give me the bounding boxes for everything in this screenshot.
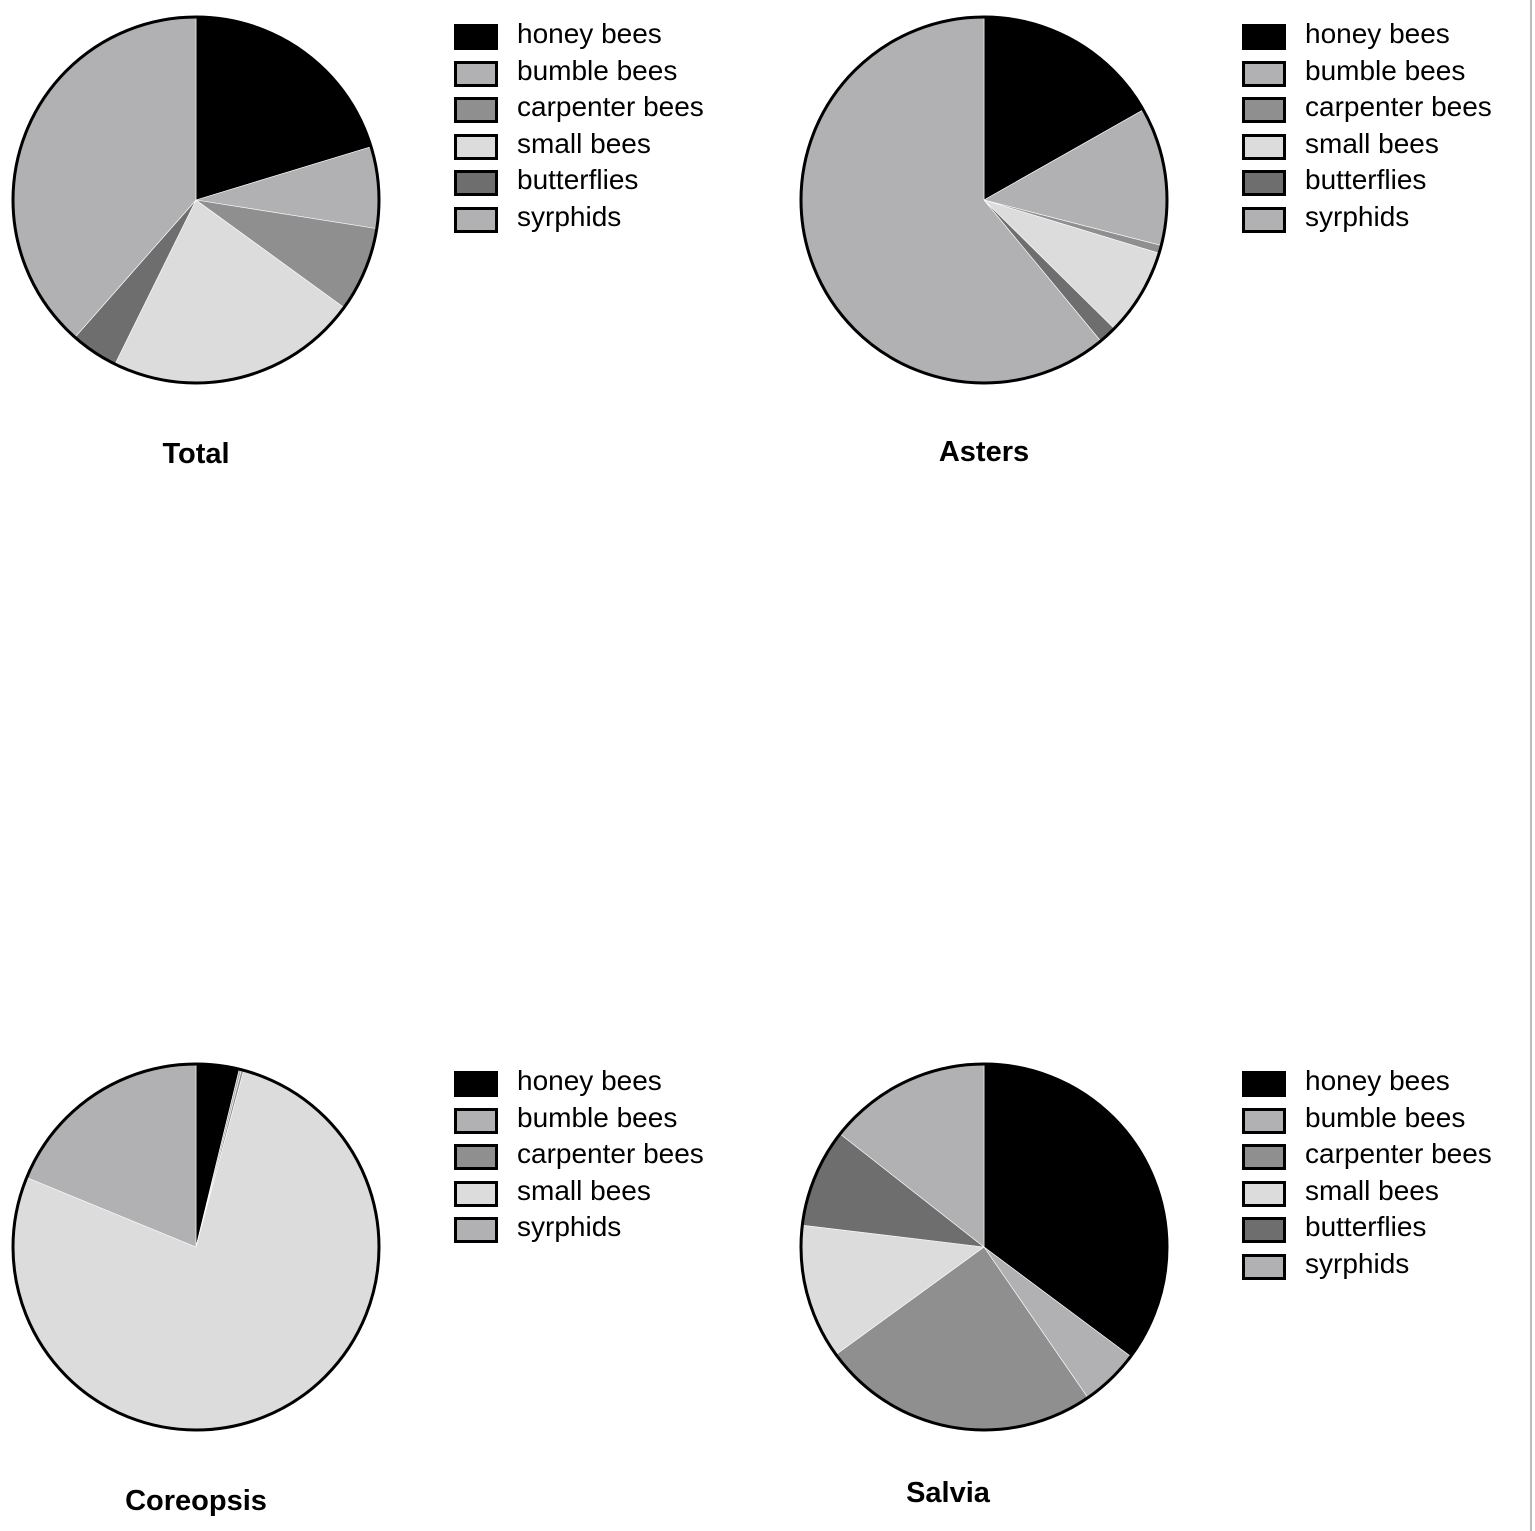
pie-outline [799, 15, 1169, 385]
right-border-line [1530, 0, 1532, 1531]
legend-label: carpenter bees [1305, 91, 1492, 123]
pie-panel-total: honey bees bumble bees carpenter bees small… [0, 0, 765, 520]
legend-swatch [454, 133, 498, 160]
legend-swatch [1242, 1107, 1286, 1134]
legend-swatch [454, 97, 498, 124]
pie-panel-salvia: honey bees bumble bees carpenter bees small… [788, 1047, 1528, 1531]
pie-panel-coreopsis: honey bees bumble bees carpenter bees small… [0, 1047, 765, 1531]
legend-swatch [454, 170, 498, 197]
legend-swatch [454, 1144, 498, 1171]
chart-title-salvia: Salvia [906, 1477, 990, 1509]
legend-swatch [454, 1180, 498, 1207]
chart-title-coreopsis: Coreopsis [125, 1485, 267, 1517]
legend-label: bumble bees [517, 1101, 678, 1133]
legend-label: syrphids [1305, 200, 1410, 232]
legend-swatch [1242, 133, 1286, 160]
legend-swatch [1242, 1071, 1286, 1097]
legend-label: small bees [1305, 1174, 1439, 1206]
legend-swatch [454, 1107, 498, 1134]
legend-label: syrphids [517, 1211, 622, 1243]
legend-swatch [454, 1217, 498, 1244]
legend-label: butterflies [517, 164, 639, 196]
legend-swatch [1242, 1180, 1286, 1207]
legend-label: carpenter bees [1305, 1138, 1492, 1170]
pie-chart-total [11, 15, 381, 385]
pie-chart-coreopsis [11, 1062, 381, 1432]
pie-outline [799, 1062, 1169, 1432]
pie-panel-asters: honey bees bumble bees carpenter bees small… [788, 0, 1528, 520]
legend-label: carpenter bees [517, 1138, 704, 1170]
legend-swatch [1242, 206, 1286, 233]
legend-label: small bees [1305, 127, 1439, 159]
legend-label: honey bees [517, 1065, 662, 1096]
legend-swatch [454, 24, 498, 50]
legend-label: small bees [517, 127, 651, 159]
legend-swatch [454, 60, 498, 87]
legend-label: small bees [517, 1174, 651, 1206]
legend-label: syrphids [1305, 1247, 1410, 1279]
legend-swatch [1242, 170, 1286, 197]
legend-label: honey bees [517, 18, 662, 49]
legend-swatch [1242, 24, 1286, 50]
legend-label: bumble bees [517, 54, 678, 86]
legend-label: butterflies [1305, 164, 1427, 196]
legend-swatch [1242, 60, 1286, 87]
legend-swatch [1242, 1144, 1286, 1171]
chart-title-asters: Asters [938, 436, 1030, 468]
legend-label: honey bees [1305, 18, 1450, 49]
pie-chart-salvia [799, 1062, 1169, 1432]
chart-title-total: Total [162, 438, 230, 470]
pie-outline [11, 15, 381, 385]
legend-label: honey bees [1305, 1065, 1450, 1096]
legend-swatch [1242, 97, 1286, 124]
legend-label: carpenter bees [517, 91, 704, 123]
pie-chart-asters [799, 15, 1169, 385]
legend-label: syrphids [517, 200, 622, 232]
legend-label: bumble bees [1305, 54, 1466, 86]
pie-outline [11, 1062, 381, 1432]
legend-swatch [1242, 1253, 1286, 1280]
legend-swatch [454, 1071, 498, 1097]
legend-label: butterflies [1305, 1211, 1427, 1243]
legend-swatch [1242, 1217, 1286, 1244]
legend-swatch [454, 206, 498, 233]
legend-label: bumble bees [1305, 1101, 1466, 1133]
